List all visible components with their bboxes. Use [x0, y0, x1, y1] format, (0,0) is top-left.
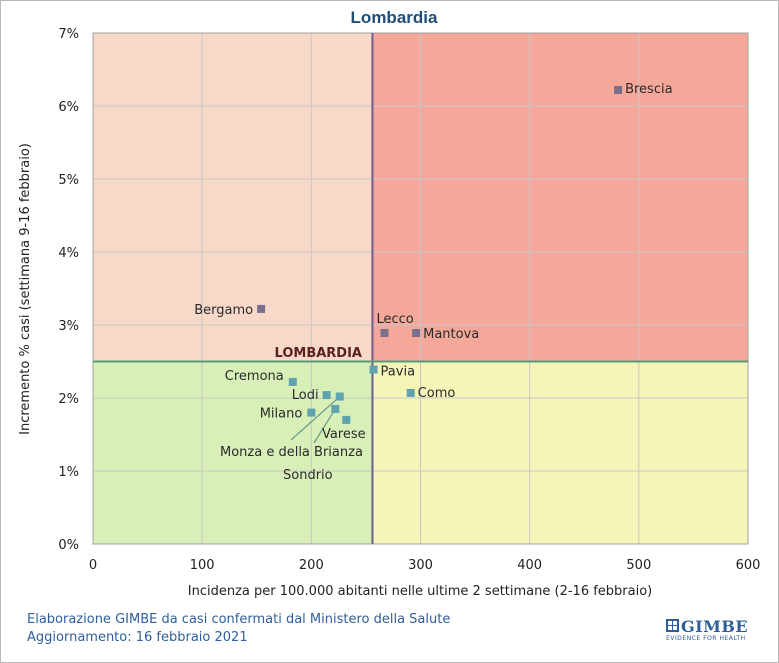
point-label: Mantova [423, 327, 479, 342]
quadrant-top-left [93, 33, 373, 362]
point-label: Milano [260, 407, 303, 422]
x-tick-label: 100 [190, 558, 215, 573]
point-label: Varese [322, 427, 366, 442]
data-point-marker [380, 329, 389, 338]
chart-title: Lombardia [351, 8, 438, 27]
quadrant-bottom-right [372, 361, 748, 544]
x-tick-label: 600 [736, 558, 761, 573]
x-tick-label: 300 [408, 558, 433, 573]
data-point-marker [369, 365, 378, 374]
point-label: Sondrio [283, 468, 333, 483]
data-point-marker [257, 304, 266, 313]
quadrant-top-right [372, 33, 748, 362]
y-tick-label: 6% [58, 100, 79, 115]
point-label: Lodi [292, 388, 319, 403]
leader-lines [290, 396, 341, 444]
data-point-marker [322, 391, 331, 400]
data-point-marker [331, 404, 340, 413]
data-point-marker [288, 377, 297, 386]
y-tick-label: 1% [58, 465, 79, 480]
data-point-marker [614, 85, 623, 94]
data-point-marker [406, 388, 415, 397]
y-axis-label: Incremento % casi (settimana 9-16 febbra… [18, 143, 33, 435]
gimbe-logo: GIMBE EVIDENCE FOR HEALTH [664, 617, 754, 643]
data-point-marker [335, 392, 344, 401]
point-label: Cremona [225, 369, 284, 384]
y-tick-label: 3% [58, 319, 79, 334]
x-tick-label: 200 [299, 558, 324, 573]
footer-source-text: Elaborazione GIMBE da casi confermati da… [27, 612, 451, 627]
x-tick-label: 400 [517, 558, 542, 573]
x-axis-label: Incidenza per 100.000 abitanti nelle ult… [188, 584, 653, 599]
y-tick-label: 4% [58, 246, 79, 261]
gimbe-logo-text: GIMBE [681, 617, 749, 636]
axis-ticks: 0 100 200 300 400 500 600 0% 1% 2% 3% 4% 5% 6% 7% [58, 27, 760, 573]
point-label: Como [418, 386, 456, 401]
point-label: Monza e della Brianza [220, 445, 363, 460]
point-label: Brescia [625, 82, 672, 97]
reference-lines [93, 33, 748, 544]
plot-area-border [92, 32, 749, 545]
gimbe-logo-icon [666, 619, 679, 632]
point-label: Lecco [376, 312, 413, 327]
point-label: Pavia [381, 365, 416, 380]
reference-label: LOMBARDIA [275, 346, 362, 361]
y-tick-label: 0% [58, 538, 79, 553]
data-point-marker [307, 408, 316, 417]
footer-update-text: Aggiornamento: 16 febbraio 2021 [27, 630, 248, 645]
data-point-marker [342, 415, 351, 424]
x-tick-label: 0 [89, 558, 97, 573]
leader-line [313, 408, 336, 444]
quadrant-backgrounds [93, 33, 748, 544]
leader-line [290, 396, 341, 441]
data-point-marker [412, 329, 421, 338]
grid-lines [92, 32, 749, 545]
y-tick-label: 2% [58, 392, 79, 407]
y-tick-label: 5% [58, 173, 79, 188]
x-tick-label: 500 [626, 558, 651, 573]
point-label: Bergamo [194, 303, 253, 318]
y-tick-label: 7% [58, 27, 79, 42]
gimbe-logo-tagline: EVIDENCE FOR HEALTH [666, 635, 746, 642]
data-points [257, 85, 623, 424]
